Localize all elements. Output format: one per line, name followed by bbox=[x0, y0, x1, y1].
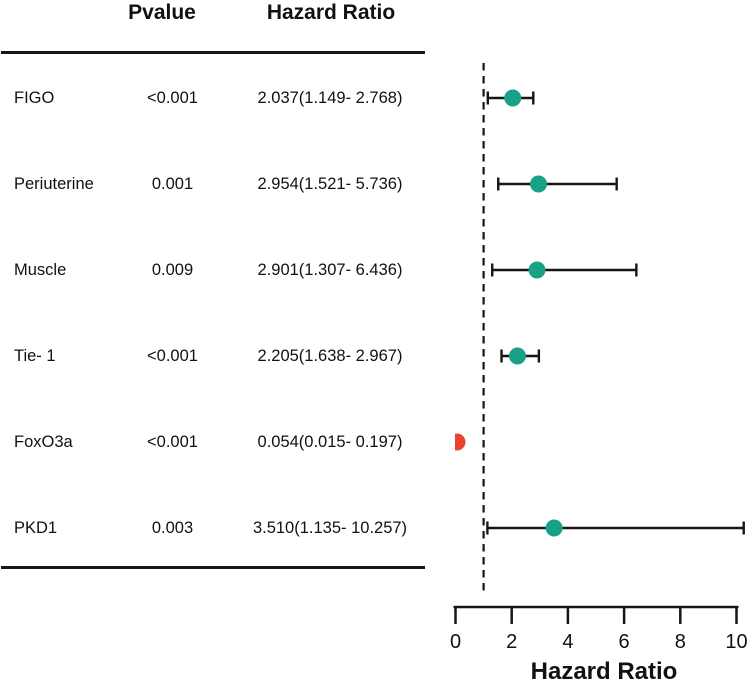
table-row: Tie- 1 <0.001 2.205(1.638- 2.967) bbox=[0, 345, 432, 367]
hazard-ratio-column-header: Hazard Ratio bbox=[266, 1, 396, 24]
variable-label: PKD1 bbox=[14, 519, 58, 537]
hazard-ratio-cell: 0.054(0.015- 0.197) bbox=[257, 433, 403, 451]
table-row: FoxO3a <0.001 0.054(0.015- 0.197) bbox=[0, 431, 432, 453]
x-tick-label: 2 bbox=[506, 631, 517, 653]
table-row: PKD1 0.003 3.510(1.135- 10.257) bbox=[0, 517, 432, 539]
x-tick-label: 4 bbox=[562, 631, 573, 653]
pvalue-cell: 0.001 bbox=[151, 175, 194, 193]
hazard-ratio-cell: 2.901(1.307- 6.436) bbox=[257, 261, 403, 279]
hr-point bbox=[504, 89, 522, 107]
table-bottom-rule bbox=[1, 566, 425, 569]
table-row: FIGO <0.001 2.037(1.149- 2.768) bbox=[0, 87, 432, 109]
variable-label: Periuterine bbox=[14, 175, 94, 193]
pvalue-cell: 0.003 bbox=[151, 519, 194, 537]
table-row: Muscle 0.009 2.901(1.307- 6.436) bbox=[0, 259, 432, 281]
pvalue-cell: <0.001 bbox=[147, 347, 198, 365]
pvalue-column-header: Pvalue bbox=[128, 1, 196, 24]
x-tick-label: 8 bbox=[675, 631, 686, 653]
hr-point bbox=[528, 261, 546, 279]
hr-point bbox=[455, 433, 466, 451]
pvalue-cell: <0.001 bbox=[147, 433, 198, 451]
hazard-ratio-cell: 2.205(1.638- 2.967) bbox=[257, 347, 403, 365]
variable-label: Muscle bbox=[14, 261, 67, 279]
hr-point bbox=[530, 175, 548, 193]
hr-point bbox=[545, 519, 563, 537]
table-top-rule bbox=[1, 51, 425, 54]
hazard-ratio-cell: 2.037(1.149- 2.768) bbox=[257, 89, 403, 107]
x-tick-label: 6 bbox=[619, 631, 630, 653]
hr-point bbox=[508, 347, 526, 365]
x-tick-label: 10 bbox=[725, 631, 747, 653]
x-axis-title: Hazard Ratio bbox=[531, 658, 678, 685]
pvalue-cell: <0.001 bbox=[147, 89, 198, 107]
hazard-ratio-cell: 3.510(1.135- 10.257) bbox=[252, 519, 408, 537]
variable-label: Tie- 1 bbox=[14, 347, 56, 365]
variable-label: FoxO3a bbox=[14, 433, 73, 451]
x-tick-label: 0 bbox=[450, 631, 461, 653]
variable-label: FIGO bbox=[14, 89, 55, 107]
hazard-ratio-cell: 2.954(1.521- 5.736) bbox=[257, 175, 403, 193]
table-row: Periuterine 0.001 2.954(1.521- 5.736) bbox=[0, 173, 432, 195]
data-points-group bbox=[455, 89, 745, 537]
pvalue-cell: 0.009 bbox=[151, 261, 194, 279]
